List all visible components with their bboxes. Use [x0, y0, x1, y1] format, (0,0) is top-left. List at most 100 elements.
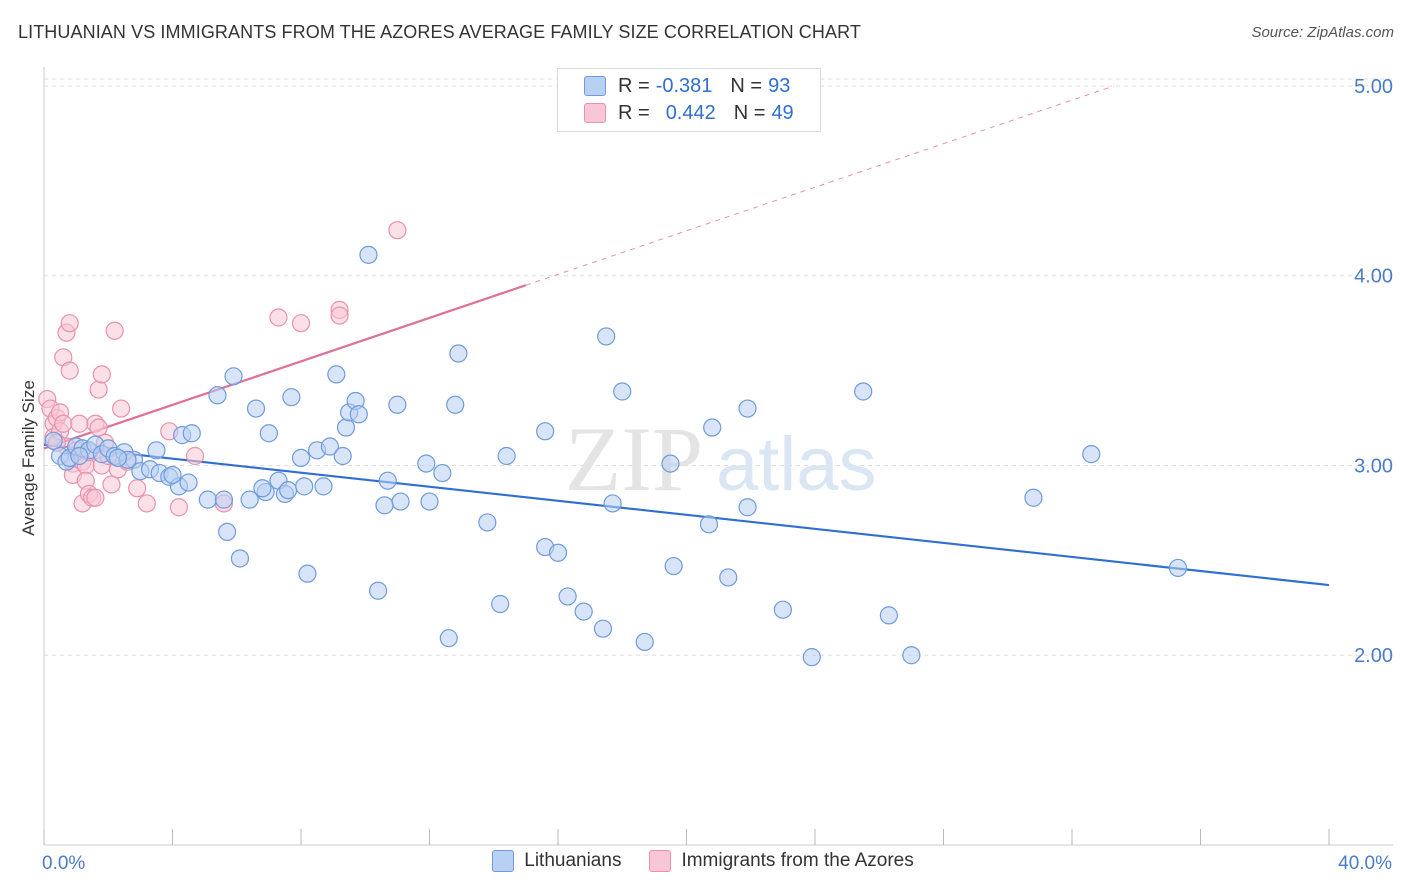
data-point-azores [60, 361, 79, 380]
data-point-azores [137, 494, 156, 513]
y-tick-label: 5.00 [1354, 76, 1393, 98]
data-point-lithuanians [388, 395, 407, 414]
data-point-lithuanians [902, 646, 921, 665]
trendline-lithuanians [43, 443, 1330, 587]
series-legend: Lithuanians Immigrants from the Azores [0, 850, 1406, 872]
data-point-lithuanians [433, 463, 452, 483]
data-point-lithuanians [439, 629, 458, 648]
watermark: ZIP atlas [565, 408, 877, 510]
data-point-lithuanians [664, 556, 683, 576]
data-point-lithuanians [802, 648, 821, 667]
data-point-lithuanians [291, 448, 311, 467]
data-point-lithuanians [417, 454, 436, 473]
data-point-lithuanians [163, 465, 182, 485]
data-point-lithuanians [446, 395, 465, 414]
data-point-lithuanians [359, 245, 378, 264]
legend-n-value: 49 [771, 101, 794, 124]
data-point-lithuanians [295, 477, 314, 496]
data-point-lithuanians [773, 600, 792, 619]
data-point-azores [89, 380, 108, 399]
data-point-azores [86, 488, 105, 507]
data-point-azores [128, 479, 147, 498]
data-point-lithuanians [661, 454, 680, 473]
legend-label-lithuanians: Lithuanians [524, 850, 622, 871]
watermark-zip: ZIP [565, 408, 703, 510]
data-point-lithuanians [738, 498, 757, 517]
data-point-lithuanians [279, 481, 298, 500]
data-point-lithuanians [603, 494, 622, 513]
y-tick-label: 3.00 [1354, 455, 1393, 477]
data-point-lithuanians [208, 386, 227, 405]
legend-item-azores[interactable]: Immigrants from the Azores [649, 850, 914, 872]
trendline-azores-extension [525, 85, 1114, 286]
data-point-lithuanians [108, 448, 127, 467]
watermark-atlas: atlas [716, 422, 877, 507]
data-point-lithuanians [1082, 445, 1101, 464]
legend-swatch-blue [492, 850, 515, 872]
data-point-azores [54, 414, 73, 433]
legend-n-label: N = [733, 101, 766, 124]
data-point-lithuanians [635, 632, 654, 652]
grid-layer [44, 78, 1393, 656]
legend-r-label: R = [618, 101, 650, 124]
x-tick-label-min: 0.0% [42, 853, 85, 874]
data-point-lithuanians [349, 405, 368, 424]
legend-row-lithuanians: R = -0.381 N = 93 [584, 75, 790, 97]
data-point-lithuanians [478, 513, 497, 532]
data-point-azores [330, 306, 349, 325]
data-point-lithuanians [214, 490, 233, 509]
data-point-lithuanians [703, 418, 722, 437]
data-point-lithuanians [699, 515, 719, 534]
data-point-lithuanians [240, 490, 259, 509]
data-point-lithuanians [574, 602, 593, 621]
data-point-lithuanians [253, 479, 272, 498]
data-point-lithuanians [375, 496, 394, 515]
trendline-azores [43, 284, 527, 450]
data-point-lithuanians [593, 619, 613, 638]
data-point-lithuanians [491, 594, 510, 614]
data-point-lithuanians [218, 522, 237, 542]
legend-swatch-pink [649, 850, 672, 872]
data-point-azores [185, 446, 205, 466]
data-point-azores [105, 321, 124, 340]
data-point-lithuanians [879, 606, 898, 625]
data-point-lithuanians [327, 365, 346, 384]
data-point-lithuanians [548, 543, 568, 562]
y-tick-label: 2.00 [1354, 645, 1393, 667]
y-tick-label: 4.00 [1354, 266, 1393, 288]
data-point-lithuanians [282, 388, 301, 407]
data-point-lithuanians [314, 477, 333, 496]
x-tick-label-max: 40.0% [1338, 853, 1392, 874]
data-point-lithuanians [391, 492, 410, 511]
data-point-lithuanians [378, 471, 397, 490]
data-point-lithuanians [198, 490, 217, 509]
data-point-lithuanians [854, 382, 873, 401]
data-point-lithuanians [70, 446, 89, 466]
data-point-lithuanians [147, 441, 166, 460]
data-point-azores [89, 418, 108, 437]
data-point-lithuanians [1024, 488, 1043, 507]
data-point-lithuanians [369, 581, 388, 600]
y-axis-label: Average Family Size [19, 380, 38, 536]
trend-layer [43, 85, 1330, 587]
points-layer [38, 221, 1188, 667]
axis-layer: 2.00 3.00 4.00 5.00 [43, 67, 1393, 846]
legend-item-lithuanians[interactable]: Lithuanians [492, 850, 621, 872]
data-point-azores [388, 221, 407, 240]
data-point-azores [269, 308, 288, 327]
data-point-lithuanians [333, 446, 352, 466]
data-point-azores [102, 475, 121, 494]
data-point-lithuanians [230, 549, 250, 568]
data-point-lithuanians [179, 473, 198, 492]
data-point-azores [291, 314, 311, 333]
data-point-lithuanians [497, 446, 516, 466]
data-point-azores [111, 399, 131, 418]
source-label: Source: ZipAtlas.com [1251, 24, 1394, 41]
legend-swatch-blue [584, 76, 606, 96]
legend-r-value: -0.381 [655, 74, 713, 97]
data-point-lithuanians [420, 492, 439, 511]
data-point-lithuanians [597, 327, 616, 346]
data-point-azores [60, 314, 79, 333]
chart-title: LITHUANIAN VS IMMIGRANTS FROM THE AZORES… [18, 22, 861, 42]
